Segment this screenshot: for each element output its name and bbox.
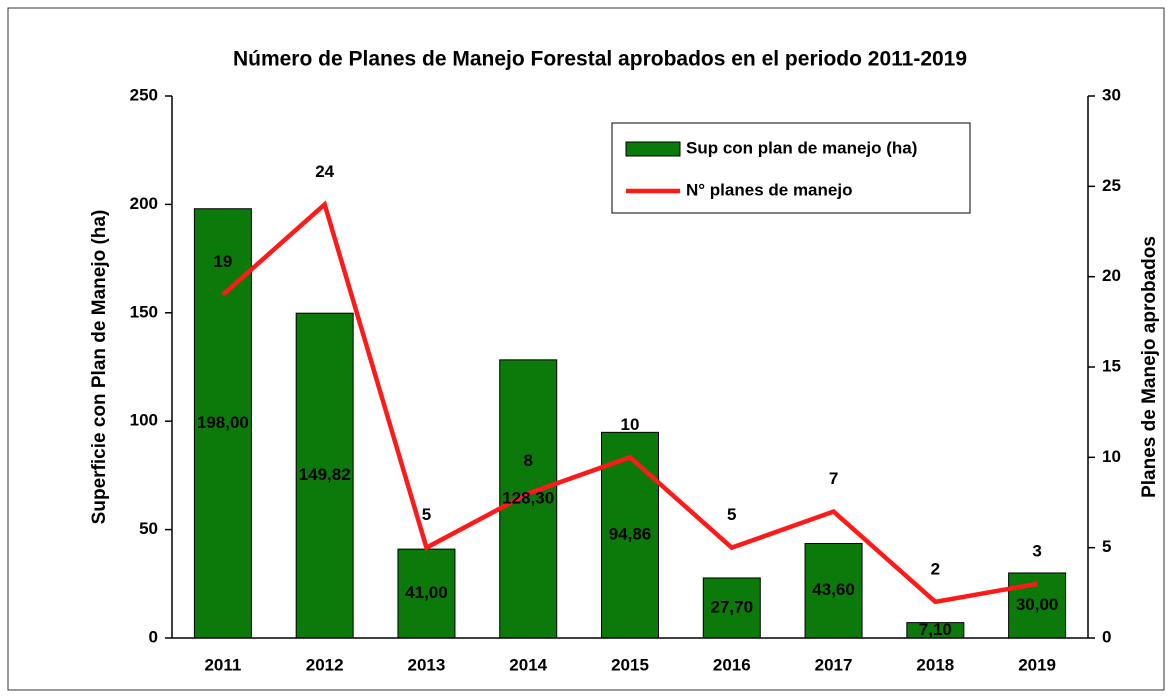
chart-title: Número de Planes de Manejo Forestal apro… <box>233 48 967 71</box>
line-value-label: 24 <box>315 162 334 181</box>
y2-tick-label: 0 <box>1102 627 1111 646</box>
bar <box>804 542 863 639</box>
y2-tick-label: 30 <box>1102 85 1121 104</box>
bar-value-label: 27,70 <box>711 597 754 616</box>
y2-tick-label: 25 <box>1102 176 1121 195</box>
line-value-label: 19 <box>213 252 232 271</box>
bar-value-label: 128,30 <box>502 488 554 507</box>
bar <box>397 548 456 639</box>
y-tick-label: 200 <box>130 194 158 213</box>
y-tick-label: 150 <box>130 302 158 321</box>
bar-value-label: 94,86 <box>609 525 652 544</box>
bar-value-label: 7,10 <box>919 620 952 639</box>
line-value-label: 7 <box>829 469 838 488</box>
y-tick-label: 0 <box>149 627 158 646</box>
legend-label: Sup con plan de manejo (ha) <box>686 138 917 157</box>
legend-swatch <box>625 141 681 157</box>
legend-box <box>611 122 971 214</box>
y2-tick-label: 10 <box>1102 447 1121 466</box>
line-value-label: 5 <box>727 505 736 524</box>
y-tick-label: 50 <box>139 519 158 538</box>
bar <box>295 312 354 639</box>
x-tick-label: 2017 <box>815 655 853 674</box>
y-tick-label: 100 <box>130 411 158 430</box>
x-tick-label: 2013 <box>408 655 446 674</box>
bar-value-label: 30,00 <box>1016 595 1059 614</box>
y-axis-title: Superficie con Plan de Manejo (ha) <box>89 210 110 525</box>
y-tick-label: 250 <box>130 85 158 104</box>
y2-tick-label: 5 <box>1102 537 1111 556</box>
x-tick-label: 2014 <box>509 655 547 674</box>
line-value-label: 2 <box>931 559 940 578</box>
x-tick-label: 2018 <box>916 655 954 674</box>
y2-tick-label: 20 <box>1102 266 1121 285</box>
bar-value-label: 43,60 <box>812 580 855 599</box>
line-value-label: 3 <box>1032 541 1041 560</box>
y2-axis-title: Planes de Manejo aprobados <box>1139 236 1160 498</box>
bar <box>601 431 659 639</box>
line-value-label: 10 <box>621 415 640 434</box>
line-value-label: 8 <box>523 451 532 470</box>
x-tick-label: 2015 <box>611 655 649 674</box>
legend-label: N° planes de manejo <box>686 180 852 199</box>
x-tick-label: 2016 <box>713 655 751 674</box>
line-value-label: 5 <box>422 505 431 524</box>
line <box>221 200 1038 605</box>
chart-border <box>7 7 1165 691</box>
x-tick-label: 2012 <box>306 655 344 674</box>
bar-value-label: 41,00 <box>405 583 448 602</box>
y2-tick-label: 15 <box>1102 356 1121 375</box>
bar-value-label: 198,00 <box>197 413 249 432</box>
x-tick-label: 2019 <box>1018 655 1056 674</box>
bar-value-label: 149,82 <box>299 465 351 484</box>
x-tick-label: 2011 <box>204 655 241 674</box>
